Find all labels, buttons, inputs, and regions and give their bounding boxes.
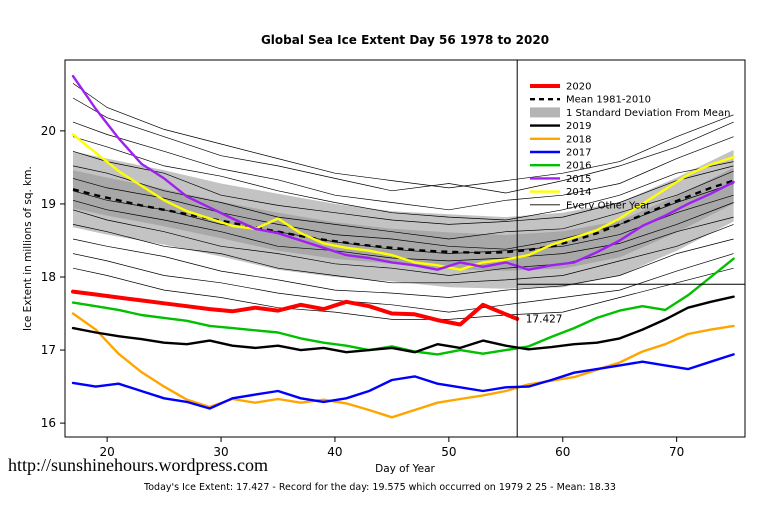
legend-label: 2018 xyxy=(566,134,591,145)
legend-label: Mean 1981-2010 xyxy=(566,95,651,106)
y-tick-label: 16 xyxy=(41,416,56,430)
y-tick-label: 18 xyxy=(41,270,56,284)
legend-label: 1 Standard Deviation From Mean xyxy=(566,108,730,119)
y-tick-label: 17 xyxy=(41,343,56,357)
every-other-year-lines xyxy=(72,83,734,320)
series-2020 xyxy=(71,289,520,327)
legend-item: 2016 xyxy=(530,161,591,172)
legend-label: 2014 xyxy=(566,187,591,198)
series-2019 xyxy=(71,295,735,354)
series-2018 xyxy=(71,312,735,419)
legend-item: Every Other Year xyxy=(530,200,651,211)
legend-item: 2020 xyxy=(530,82,591,93)
legend-label: 2020 xyxy=(566,82,591,93)
y-tick-label: 20 xyxy=(41,124,56,138)
legend-label: 2015 xyxy=(566,174,591,185)
legend-item: 2019 xyxy=(530,121,591,132)
mean-line xyxy=(72,179,734,255)
x-axis-label: Day of Year xyxy=(375,463,435,475)
legend-label: 2016 xyxy=(566,161,591,172)
legend-label: 2017 xyxy=(566,148,591,159)
legend-label: 2019 xyxy=(566,121,591,132)
legend-label: Every Other Year xyxy=(566,200,651,211)
x-tick-label: 20 xyxy=(100,445,115,459)
legend-item: 2014 xyxy=(530,187,591,198)
legend-item: Mean 1981-2010 xyxy=(530,95,651,106)
y-axis-label: Ice Extent in millions of sq. km. xyxy=(22,166,34,331)
series-2014 xyxy=(71,133,735,271)
legend-band-swatch xyxy=(530,107,560,118)
legend: 2020 Mean 1981-2010 1 Standard Deviation F… xyxy=(530,82,730,211)
plot-border xyxy=(64,59,746,438)
series-2015 xyxy=(71,74,735,271)
legend-item: 2017 xyxy=(530,148,591,159)
x-tick-label: 60 xyxy=(555,445,570,459)
x-tick-label: 50 xyxy=(441,445,456,459)
chart-title: Global Sea Ice Extent Day 56 1978 to 202… xyxy=(260,33,550,47)
legend-item: 1 Standard Deviation From Mean xyxy=(530,107,730,119)
x-tick-label: 70 xyxy=(669,445,684,459)
current-value-label: 17.427 xyxy=(526,313,563,325)
series-2017 xyxy=(71,353,735,410)
x-tick-label: 40 xyxy=(327,445,342,459)
x-tick-label: 30 xyxy=(213,445,228,459)
blog-url-link[interactable]: http://sunshinehours.wordpress.com xyxy=(8,455,268,475)
y-tick-label: 19 xyxy=(41,197,56,211)
footer-caption: Today's Ice Extent: 17.427 - Record for … xyxy=(144,482,616,493)
legend-item: 2015 xyxy=(530,174,591,185)
legend-item: 2018 xyxy=(530,134,591,145)
